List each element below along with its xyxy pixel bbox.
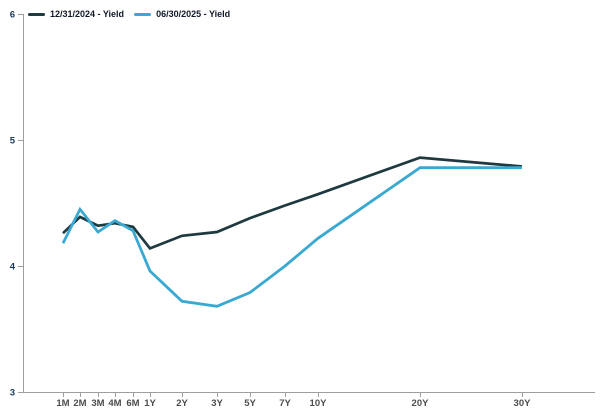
x-tick-label: 2Y <box>176 398 188 409</box>
x-tick-label: 3M <box>91 398 104 409</box>
x-tick-label: 7Y <box>279 398 291 409</box>
x-tick-label: 1M <box>56 398 69 409</box>
x-tick-label: 30Y <box>514 398 532 409</box>
legend-item-12-31-2024: 12/31/2024 - Yield <box>28 9 124 19</box>
legend-label-12-31-2024: 12/31/2024 - Yield <box>50 9 125 19</box>
y-tick-label: 6 <box>10 10 15 21</box>
legend-swatch-12-31-2024 <box>28 12 45 16</box>
legend-label-06-30-2025: 06/30/2025 - Yield <box>156 9 231 19</box>
x-tick-label: 3Y <box>211 398 223 409</box>
series-line-1 <box>61 166 522 308</box>
legend-swatch-06-30-2025 <box>134 12 152 16</box>
x-tick-label: 1Y <box>144 398 156 409</box>
y-tick-label: 5 <box>10 136 16 147</box>
x-tick-label: 10Y <box>310 398 328 409</box>
x-tick-label: 2M <box>73 398 86 409</box>
x-tick-label: 5Y <box>244 398 256 409</box>
y-tick-label: 3 <box>10 388 15 399</box>
chart-legend: 12/31/2024 - Yield 06/30/2025 - Yield <box>28 9 230 19</box>
x-tick-label: 6M <box>126 398 139 409</box>
x-tick-label: 4M <box>108 398 121 409</box>
legend-item-06-30-2025: 06/30/2025 - Yield <box>134 9 230 19</box>
y-tick-label: 4 <box>10 262 16 273</box>
x-tick-label: 20Y <box>412 398 430 409</box>
series-line-0 <box>62 156 523 251</box>
